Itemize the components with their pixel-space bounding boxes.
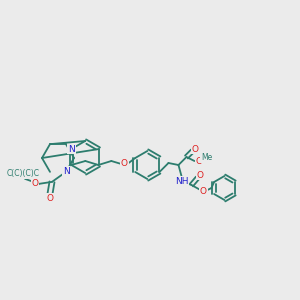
- Text: Me: Me: [201, 154, 212, 163]
- Text: O: O: [197, 170, 204, 179]
- Text: O: O: [200, 188, 207, 196]
- Text: N: N: [63, 167, 69, 176]
- Text: N: N: [68, 145, 75, 154]
- Text: NH: NH: [175, 176, 188, 185]
- Text: O: O: [46, 194, 53, 203]
- Text: O: O: [32, 179, 38, 188]
- Text: C(C)(C)C: C(C)(C)C: [7, 169, 40, 178]
- Text: O: O: [196, 157, 203, 166]
- Text: O: O: [121, 160, 128, 169]
- Text: O: O: [192, 145, 199, 154]
